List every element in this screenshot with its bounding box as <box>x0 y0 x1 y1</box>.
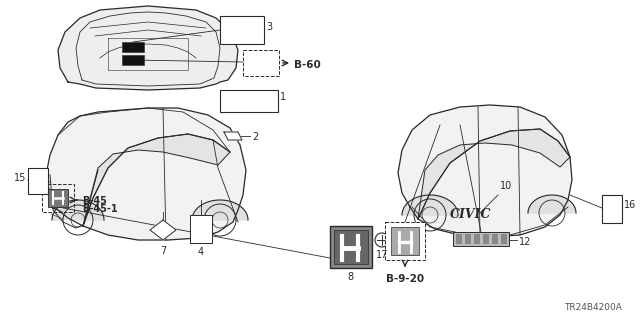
Bar <box>474 234 480 244</box>
Bar <box>465 234 471 244</box>
Text: 16: 16 <box>624 200 636 210</box>
Polygon shape <box>58 6 238 90</box>
Bar <box>501 234 507 244</box>
Bar <box>492 234 498 244</box>
Bar <box>243 50 279 76</box>
Text: 8: 8 <box>347 272 353 282</box>
Text: 15: 15 <box>13 173 26 183</box>
Bar <box>453 232 509 246</box>
Text: 3: 3 <box>266 22 272 32</box>
Bar <box>42 184 74 212</box>
Bar <box>28 168 48 194</box>
Text: CIVIC: CIVIC <box>450 209 492 221</box>
Text: 4: 4 <box>198 247 204 257</box>
Polygon shape <box>418 129 570 219</box>
Text: 1: 1 <box>280 92 286 102</box>
Text: 7: 7 <box>160 246 166 256</box>
Polygon shape <box>52 200 104 220</box>
Bar <box>483 234 489 244</box>
Bar <box>334 230 368 264</box>
Text: 12: 12 <box>519 237 531 247</box>
Bar <box>602 195 622 223</box>
Text: B-9-20: B-9-20 <box>386 274 424 284</box>
Bar <box>220 90 278 112</box>
Bar <box>122 42 144 52</box>
Text: B-45: B-45 <box>82 196 107 206</box>
Polygon shape <box>402 195 458 215</box>
Text: B-45-1: B-45-1 <box>82 204 118 214</box>
Bar <box>48 189 68 207</box>
Polygon shape <box>46 108 246 240</box>
Bar <box>330 226 372 268</box>
Polygon shape <box>83 134 230 226</box>
Bar <box>456 234 462 244</box>
Polygon shape <box>150 220 176 240</box>
Polygon shape <box>224 132 242 140</box>
Text: 2: 2 <box>252 132 259 142</box>
Bar <box>122 55 144 65</box>
Text: TR24B4200A: TR24B4200A <box>564 303 622 312</box>
Text: 10: 10 <box>500 181 512 191</box>
Bar <box>190 215 212 243</box>
Bar <box>220 16 264 44</box>
Polygon shape <box>528 195 576 213</box>
Text: 17: 17 <box>376 250 388 260</box>
Polygon shape <box>192 200 248 220</box>
Bar <box>391 227 419 255</box>
Bar <box>385 222 425 260</box>
Text: B-60: B-60 <box>294 60 321 70</box>
Polygon shape <box>398 105 572 237</box>
